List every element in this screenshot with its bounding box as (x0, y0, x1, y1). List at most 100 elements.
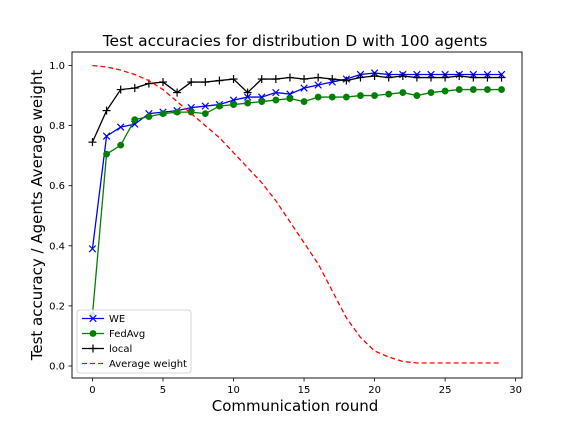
series-line-we (91, 72, 502, 249)
data-point (102, 132, 111, 140)
data-point (271, 75, 280, 84)
data-point (484, 86, 491, 93)
data-point (314, 81, 322, 89)
legend: WE FedAvg local Average weight (76, 309, 192, 374)
data-point (272, 96, 280, 104)
y-tick-label: 0.4 (49, 241, 65, 252)
data-point (102, 106, 111, 115)
x-tick-label: 5 (160, 385, 166, 396)
plot-area (71, 51, 523, 379)
data-point (201, 78, 210, 87)
data-point (328, 75, 337, 84)
data-point (116, 85, 125, 94)
series-line-fedavg (91, 88, 502, 315)
data-point (342, 93, 350, 101)
data-point (145, 113, 153, 120)
data-point (131, 116, 139, 124)
data-point (371, 92, 378, 99)
data-point (469, 73, 478, 82)
series-line-average-weight (92, 64, 502, 364)
legend-marker (89, 344, 97, 353)
data-point (173, 108, 181, 116)
data-point (356, 73, 365, 82)
data-point (314, 93, 322, 101)
legend-label: Average weight (109, 359, 187, 370)
data-point (455, 72, 464, 81)
data-point (412, 73, 421, 82)
data-point (399, 89, 407, 96)
data-point (130, 84, 139, 93)
x-tick-label: 0 (89, 385, 95, 396)
data-point (300, 75, 309, 84)
legend-frame (76, 309, 192, 374)
data-point (103, 150, 110, 158)
legend-item-fedavg: FedAvg (82, 329, 145, 340)
data-point (427, 89, 435, 96)
data-point (398, 72, 407, 81)
data-point (258, 98, 266, 105)
data-point (300, 84, 308, 92)
y-tick-label: 1.0 (49, 61, 65, 72)
data-point (314, 73, 323, 82)
y-axis-label: Test accuracy / Agents Average weight (28, 70, 46, 362)
data-point (427, 73, 436, 82)
legend-item-local: local (82, 344, 132, 355)
x-tick-label: 10 (227, 385, 240, 396)
data-point (230, 101, 237, 108)
data-point (272, 88, 280, 97)
data-point (357, 92, 364, 99)
legend-item-we: WE (82, 314, 125, 325)
data-point (117, 141, 125, 149)
data-point (116, 123, 125, 131)
x-axis-label: Communication round (212, 397, 379, 415)
y-tick-label: 0.8 (49, 121, 65, 132)
series-fedavg (89, 86, 505, 319)
y-tick-label: 0.6 (49, 181, 65, 192)
data-point (88, 138, 97, 147)
y-axis-ticks: 0.0 0.2 0.4 0.6 0.8 1.0 (49, 61, 72, 372)
legend-marker (89, 330, 97, 337)
data-point (229, 75, 238, 84)
data-point (384, 73, 393, 82)
data-point (215, 76, 224, 85)
data-point (257, 75, 266, 84)
data-point (455, 86, 463, 93)
data-point (243, 88, 252, 97)
data-point (158, 78, 167, 87)
data-point (244, 99, 252, 107)
series-we (88, 69, 506, 253)
data-point (201, 102, 210, 110)
x-axis-ticks: 0 5 10 15 20 25 30 (89, 378, 522, 396)
data-point (441, 87, 449, 95)
data-point (370, 72, 379, 81)
data-point (385, 90, 393, 98)
data-point (498, 86, 505, 93)
data-point (413, 92, 421, 99)
chart-title: Test accuracies for distribution D with … (102, 32, 488, 50)
data-point (187, 78, 196, 87)
series-local (88, 72, 506, 147)
data-point (483, 73, 492, 82)
x-tick-label: 20 (368, 385, 381, 396)
series-average-weight (92, 64, 502, 364)
legend-marker (89, 314, 97, 323)
series-layer (88, 64, 506, 364)
data-point (243, 93, 252, 101)
legend-label: FedAvg (109, 329, 145, 340)
legend-items: WE FedAvg local Average weight (82, 314, 187, 370)
data-point (285, 73, 294, 82)
data-point (286, 95, 294, 102)
plot-frame (71, 51, 523, 379)
y-tick-label: 0.0 (49, 361, 65, 372)
legend-label: local (109, 344, 132, 355)
data-point (88, 245, 97, 253)
data-point (441, 73, 450, 82)
legend-item-average-weight: Average weight (82, 359, 187, 370)
x-tick-label: 15 (298, 385, 311, 396)
y-tick-label: 0.2 (49, 301, 65, 312)
data-point (342, 76, 351, 85)
data-point (497, 73, 506, 82)
data-point (201, 110, 209, 117)
data-point (187, 108, 195, 116)
series-line-local (91, 75, 502, 143)
